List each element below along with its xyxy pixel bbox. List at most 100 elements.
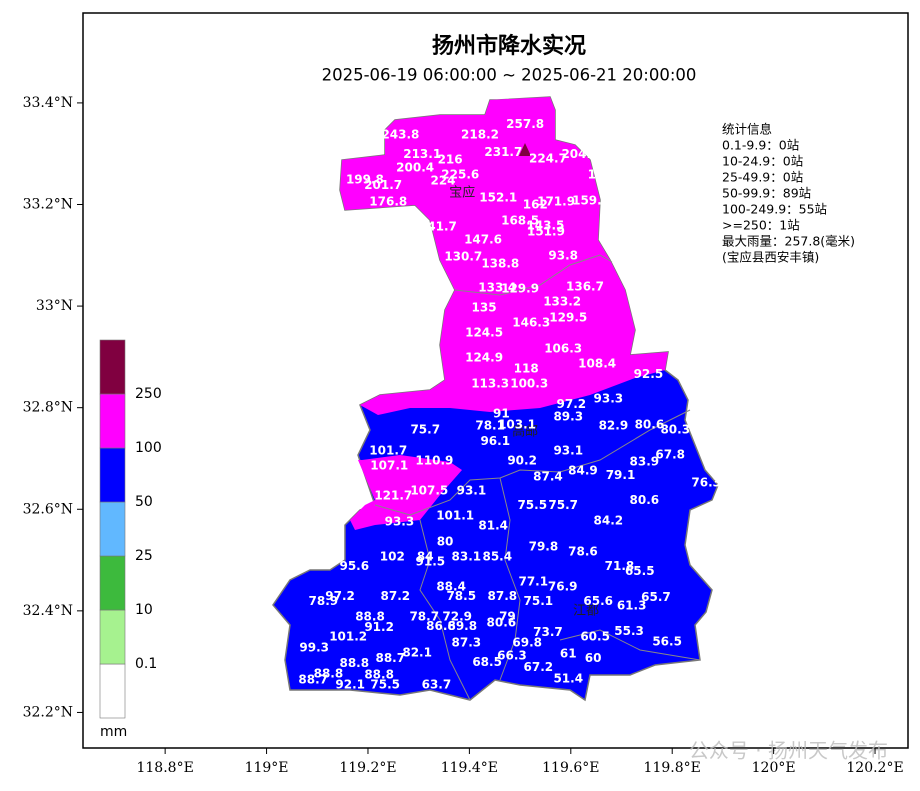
stats-line: 50-99.9：89站 — [722, 186, 811, 201]
station-value: 102 — [380, 550, 405, 564]
place-label: 宝应 — [449, 184, 475, 200]
legend-swatch — [99, 663, 126, 719]
station-value: 83.9 — [630, 455, 660, 469]
y-tick-label: 32.8°N — [23, 400, 73, 416]
legend-swatch — [99, 501, 126, 557]
station-value: 135 — [472, 301, 497, 315]
station-value: 78.9 — [309, 594, 339, 608]
legend-label: 50 — [135, 494, 153, 510]
station-value: 60 — [585, 651, 602, 665]
station-value: 92.1 — [335, 678, 365, 692]
station-value: 129.9 — [501, 281, 539, 295]
station-value: 75.7 — [548, 498, 578, 512]
x-tick-label: 119.6°E — [542, 760, 599, 776]
subtitle: 2025-06-19 06:00:00 ~ 2025-06-21 20:00:0… — [322, 66, 697, 85]
station-value: 138.8 — [481, 256, 519, 270]
station-value: 101.1 — [436, 508, 474, 522]
station-value: 224 — [430, 174, 455, 188]
station-value: 93.8 — [548, 248, 578, 262]
station-value: 130.7 — [444, 249, 482, 263]
station-value: 88.8 — [339, 656, 369, 670]
x-tick-label: 119.4°E — [441, 760, 498, 776]
station-value: 200.4 — [396, 160, 434, 174]
station-value: 161 — [588, 168, 613, 182]
station-value: 69.8 — [512, 635, 542, 649]
station-value: 231.7 — [484, 145, 522, 159]
station-value: 99.3 — [299, 640, 329, 654]
station-value: 87.3 — [452, 635, 482, 649]
station-value: 60.5 — [580, 629, 610, 643]
stats-line: >=250：1站 — [722, 218, 800, 233]
station-value: 121.7 — [374, 489, 412, 503]
watermark: 公众号 · 扬州天气发布 — [689, 739, 888, 763]
station-value: 216 — [438, 152, 463, 166]
station-value: 218.2 — [461, 127, 499, 141]
legend-unit: mm — [100, 724, 127, 740]
place-label: 江都 — [573, 603, 599, 618]
station-value: 124.5 — [465, 326, 503, 340]
legend-label: 25 — [135, 548, 153, 564]
station-value: 67.8 — [655, 447, 685, 461]
x-tick-label: 119.2°E — [339, 760, 396, 776]
station-value: 80.6 — [487, 616, 517, 630]
station-value: 79.8 — [529, 539, 559, 553]
station-value: 88.4 — [436, 579, 466, 593]
place-label: 高邮 — [512, 424, 538, 440]
legend-label: 250 — [135, 386, 162, 402]
station-value: 110.9 — [415, 454, 453, 468]
station-value: 225.6 — [441, 168, 479, 182]
region-magenta — [350, 455, 462, 530]
title: 扬州市降水实况 — [432, 33, 586, 59]
county-border — [374, 409, 691, 516]
station-value: 199.8 — [346, 173, 384, 187]
station-value: 66.3 — [497, 649, 527, 663]
legend-label: 0.1 — [135, 656, 157, 672]
station-value: 93.1 — [457, 483, 487, 497]
station-value: 201.7 — [364, 178, 402, 192]
station-value: 113.3 — [471, 376, 509, 390]
region-magenta — [340, 97, 668, 415]
y-tick-label: 32.6°N — [23, 501, 73, 517]
y-tick-label: 32.2°N — [23, 704, 73, 720]
x-tick-label: 119°E — [245, 760, 289, 776]
station-value: 147.6 — [464, 233, 502, 247]
station-value: 82.1 — [402, 646, 432, 660]
y-tick-label: 33°N — [36, 298, 73, 314]
station-value: 87.8 — [488, 589, 518, 603]
station-value: 80.6 — [635, 417, 665, 431]
station-value: 80 — [437, 534, 454, 548]
station-value: 133.4 — [478, 280, 516, 294]
station-value: 75.7 — [410, 423, 440, 437]
station-value: 151.9 — [527, 224, 565, 238]
station-value: 88.7 — [298, 672, 328, 686]
station-value: 84.9 — [568, 464, 598, 478]
station-value: 124.9 — [465, 350, 503, 364]
station-value: 84 — [417, 550, 434, 564]
stats-line: 100-249.9：55站 — [722, 202, 827, 217]
station-value: 76.9 — [548, 579, 578, 593]
station-value: 89.3 — [553, 409, 583, 423]
station-value: 55.3 — [614, 624, 644, 638]
station-value: 162 — [523, 198, 548, 212]
legend-label: 10 — [135, 602, 153, 618]
station-value: 100.3 — [510, 376, 548, 390]
x-tick-label: 118.8°E — [136, 760, 193, 776]
station-value: 257.8 — [506, 117, 544, 131]
station-value: 87.4 — [533, 469, 563, 483]
station-value: 106.3 — [544, 341, 582, 355]
station-value: 71.8 — [605, 559, 635, 573]
stats-line: 统计信息 — [722, 122, 772, 137]
station-value: 75.5 — [517, 498, 547, 512]
station-value: 224.7 — [529, 151, 567, 165]
x-tick-label: 120.2°E — [846, 760, 903, 776]
station-value: 76.3 — [691, 475, 721, 489]
station-value: 91.2 — [364, 620, 394, 634]
station-value: 79.1 — [606, 468, 636, 482]
station-value: 91.5 — [416, 555, 446, 569]
y-tick-label: 33.4°N — [23, 95, 73, 111]
station-value: 176.8 — [369, 194, 407, 208]
station-value: 101.7 — [369, 443, 407, 457]
station-value: 88.8 — [314, 666, 344, 680]
stats-line: 10-24.9：0站 — [722, 154, 803, 169]
